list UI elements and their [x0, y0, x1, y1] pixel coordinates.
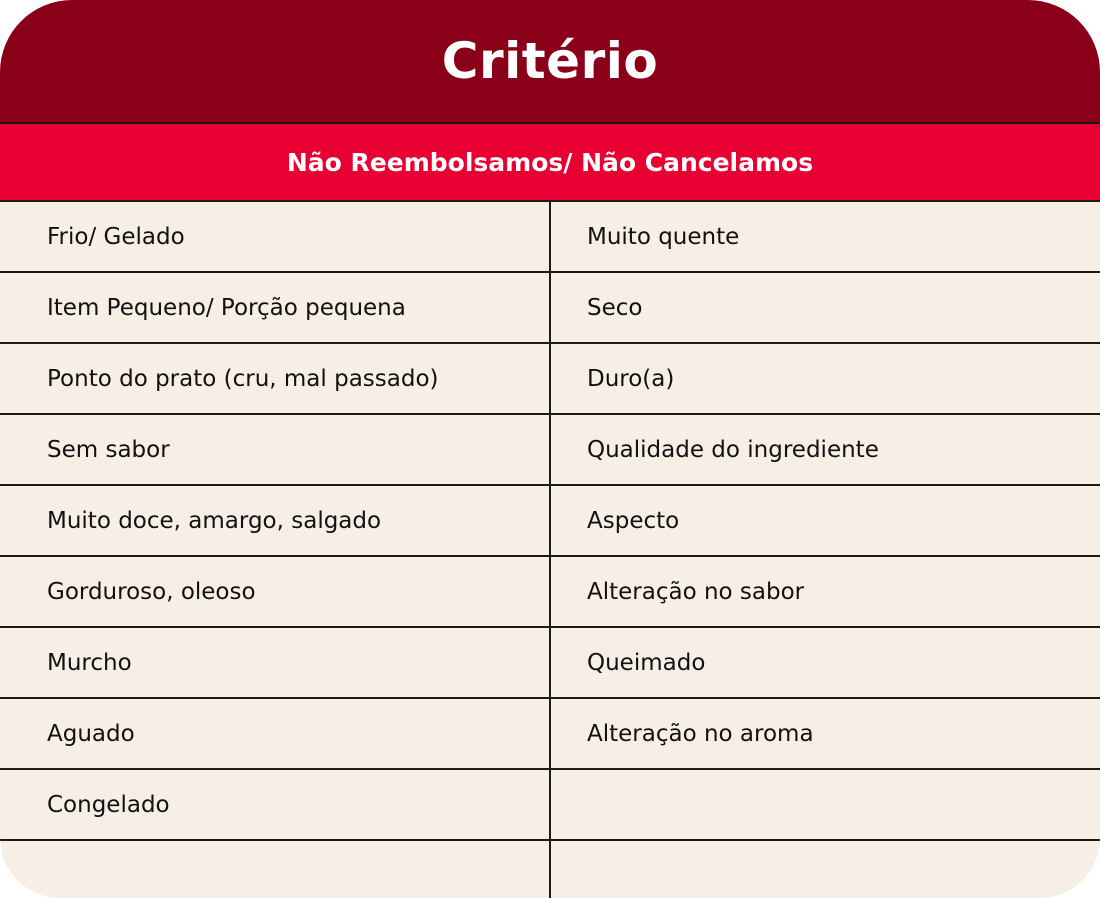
table-cell-left: Ponto do prato (cru, mal passado): [47, 365, 439, 392]
table-cell-left: Muito doce, amargo, salgado: [47, 507, 382, 534]
table-title: Critério: [441, 32, 659, 90]
table-cell-right: Aspecto: [587, 507, 680, 534]
table-cell-left: Murcho: [47, 649, 132, 676]
table-cell-right: Alteração no sabor: [587, 578, 805, 605]
table-cell-left: Frio/ Gelado: [47, 223, 185, 250]
table-cell-left: Item Pequeno/ Porção pequena: [47, 294, 406, 321]
subtitle-bar: Não Reembolsamos/ Não Cancelamos: [0, 122, 1100, 202]
table-row: Gorduroso, oleoso Alteração no sabor: [0, 557, 1100, 628]
table-cell-left: Sem sabor: [47, 436, 170, 463]
table-cell-left: [47, 841, 547, 898]
table-cell-right: Queimado: [587, 649, 706, 676]
table-subtitle: Não Reembolsamos/ Não Cancelamos: [286, 147, 814, 177]
table-cell-right: Duro(a): [587, 365, 675, 392]
table-cell-right: Seco: [587, 294, 643, 321]
table-cell-right: Alteração no aroma: [587, 720, 814, 747]
table-cell-right: Qualidade do ingrediente: [587, 436, 879, 463]
table-cell-left: Congelado: [47, 791, 170, 818]
table-cell-right: [587, 841, 1087, 898]
table-cell-left: Gorduroso, oleoso: [47, 578, 256, 605]
column-divider: [549, 202, 551, 898]
title-bar: Critério: [0, 0, 1100, 122]
table-row: Sem sabor Qualidade do ingrediente: [0, 415, 1100, 486]
table-cell-left: Aguado: [47, 720, 135, 747]
table-cell-right: [587, 770, 1087, 839]
table-cell-right: Muito quente: [587, 223, 740, 250]
